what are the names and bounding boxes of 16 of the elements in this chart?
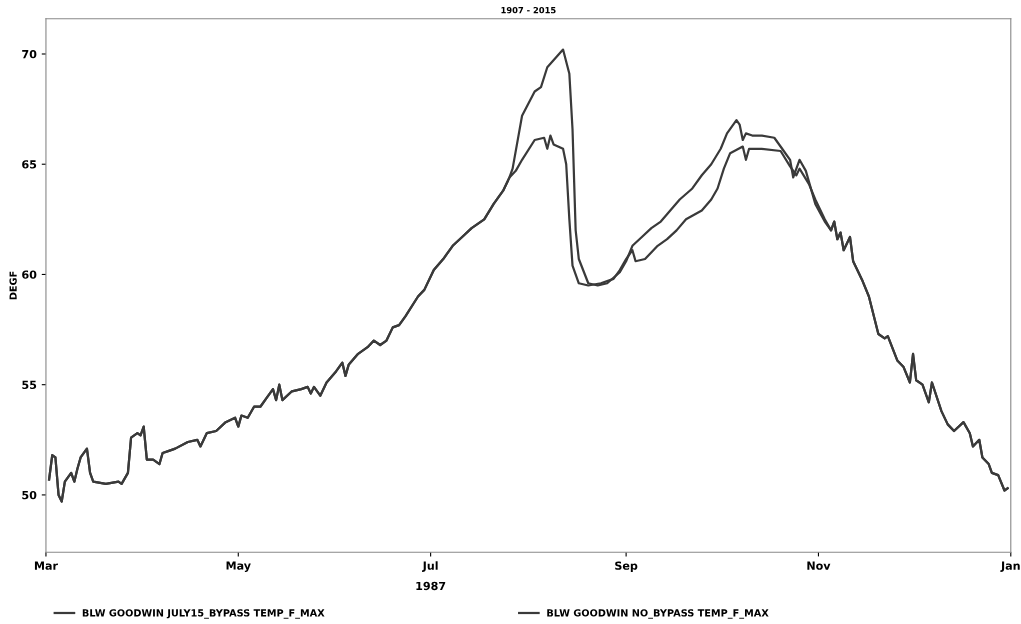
x-axis-title: 1987 <box>416 581 446 591</box>
y-tick-label: 55 <box>22 380 37 390</box>
y-tick-label: 60 <box>22 270 37 279</box>
y-tick-label: 70 <box>22 49 37 59</box>
x-tick-label: Nov <box>807 561 831 570</box>
legend-label: BLW GOODWIN JULY15_BYPASS TEMP_F_MAX <box>82 609 325 619</box>
x-tick-label: Jul <box>422 561 438 572</box>
chart-title: 1907 - 2015 <box>501 6 556 14</box>
x-tick-label: Mar <box>34 561 58 570</box>
legend-label: BLW GOODWIN NO_BYPASS TEMP_F_MAX <box>547 609 769 619</box>
y-tick-label: 65 <box>22 160 37 169</box>
x-tick-label: Jan <box>1000 561 1020 572</box>
x-tick-label: Sep <box>615 561 638 573</box>
x-tick-label: May <box>226 561 251 573</box>
y-tick-label: 50 <box>22 490 37 500</box>
y-axis-title: DEGF <box>9 271 17 300</box>
